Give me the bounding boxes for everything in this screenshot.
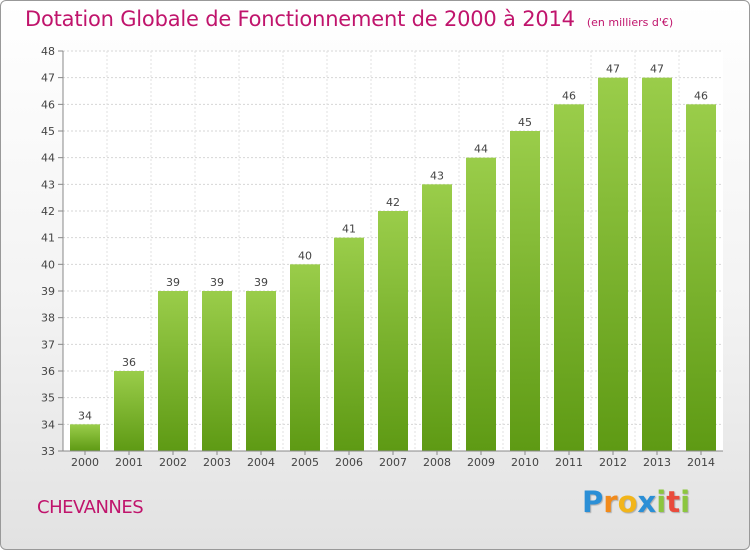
- data-labels: 34 36 39 39 39 40 41 42 43 44 45 46 47 47 46: [78, 63, 708, 423]
- x-tick-label-2011: 2011: [555, 456, 583, 469]
- x-tick-label-2003: 2003: [203, 456, 231, 469]
- y-tick-label-44: 44: [41, 152, 55, 165]
- y-tick-label-40: 40: [41, 258, 55, 271]
- bars: [70, 77, 716, 452]
- bar-2000: [70, 424, 100, 451]
- y-tick-label-46: 46: [41, 98, 55, 111]
- y-tick-label-35: 35: [41, 392, 55, 405]
- data-label-2006: 41: [342, 223, 356, 236]
- y-tick-label-36: 36: [41, 365, 55, 378]
- chart-subtitle: (en milliers d'€): [586, 16, 674, 29]
- x-tick-label-2006: 2006: [335, 456, 363, 469]
- data-label-2005: 40: [298, 249, 312, 262]
- data-label-2009: 44: [474, 143, 488, 156]
- y-tick-label-38: 38: [41, 312, 55, 325]
- logo-letter: t: [666, 485, 681, 519]
- logo-letter: i: [680, 485, 691, 519]
- data-label-2013: 47: [650, 63, 664, 76]
- data-label-2001: 36: [122, 356, 136, 369]
- axes: 33 34 35 36 37 38 39 40 41 42 43 44 45 46 47 48 2000 2001…: [41, 45, 723, 469]
- data-label-2008: 43: [430, 169, 444, 182]
- x-tick-label-2000: 2000: [71, 456, 99, 469]
- data-label-2010: 45: [518, 116, 532, 129]
- bar-2013: [642, 77, 672, 452]
- bar-2006: [334, 237, 364, 451]
- commune-name: CHEVANNES: [37, 497, 144, 518]
- data-label-2004: 39: [254, 276, 268, 289]
- x-tick-label-2010: 2010: [511, 456, 539, 469]
- y-tick-label-41: 41: [41, 232, 55, 245]
- bar-2012: [598, 77, 628, 452]
- chart-title: Dotation Globale de Fonctionnement de 20…: [25, 7, 673, 31]
- bar-2011: [554, 104, 584, 451]
- bar-2007: [378, 211, 408, 451]
- data-label-2000: 34: [78, 409, 92, 422]
- y-tick-label-42: 42: [41, 205, 55, 218]
- y-tick-label-34: 34: [41, 418, 55, 431]
- y-tick-label-47: 47: [41, 72, 55, 85]
- y-tick-label-48: 48: [41, 45, 55, 58]
- x-tick-label-2012: 2012: [599, 456, 627, 469]
- logo-letter: o: [617, 485, 638, 519]
- data-label-2002: 39: [166, 276, 180, 289]
- bar-2001: [114, 371, 144, 451]
- x-tick-label-2002: 2002: [159, 456, 187, 469]
- logo-letter: r: [603, 485, 618, 519]
- bar-2003: [202, 291, 232, 451]
- y-tick-label-39: 39: [41, 285, 55, 298]
- x-tick-label-2004: 2004: [247, 456, 275, 469]
- data-label-2014: 46: [694, 89, 708, 102]
- bar-2010: [510, 131, 540, 451]
- bar-2014: [686, 104, 716, 451]
- x-tick-label-2007: 2007: [379, 456, 407, 469]
- title-text: Dotation Globale de Fonctionnement de 20…: [25, 7, 575, 31]
- data-label-2012: 47: [606, 63, 620, 76]
- x-tick-label-2014: 2014: [687, 456, 715, 469]
- x-tick-label-2009: 2009: [467, 456, 495, 469]
- data-label-2011: 46: [562, 89, 576, 102]
- proxiti-logo: Proxiti: [582, 485, 690, 519]
- y-tick-label-45: 45: [41, 125, 55, 138]
- bar-2008: [422, 184, 452, 452]
- bar-2002: [158, 291, 188, 451]
- x-tick-label-2001: 2001: [115, 456, 143, 469]
- data-label-2007: 42: [386, 196, 400, 209]
- bar-2004: [246, 291, 276, 451]
- logo-letter: P: [582, 485, 604, 519]
- x-tick-label-2008: 2008: [423, 456, 451, 469]
- logo-letter: i: [656, 485, 667, 519]
- bar-2009: [466, 157, 496, 451]
- y-tick-label-43: 43: [41, 178, 55, 191]
- bar-2005: [290, 264, 320, 451]
- data-label-2003: 39: [210, 276, 224, 289]
- x-tick-label-2013: 2013: [643, 456, 671, 469]
- logo-letter: x: [637, 485, 657, 519]
- x-tick-label-2005: 2005: [291, 456, 319, 469]
- y-tick-label-37: 37: [41, 338, 55, 351]
- y-tick-label-33: 33: [41, 445, 55, 458]
